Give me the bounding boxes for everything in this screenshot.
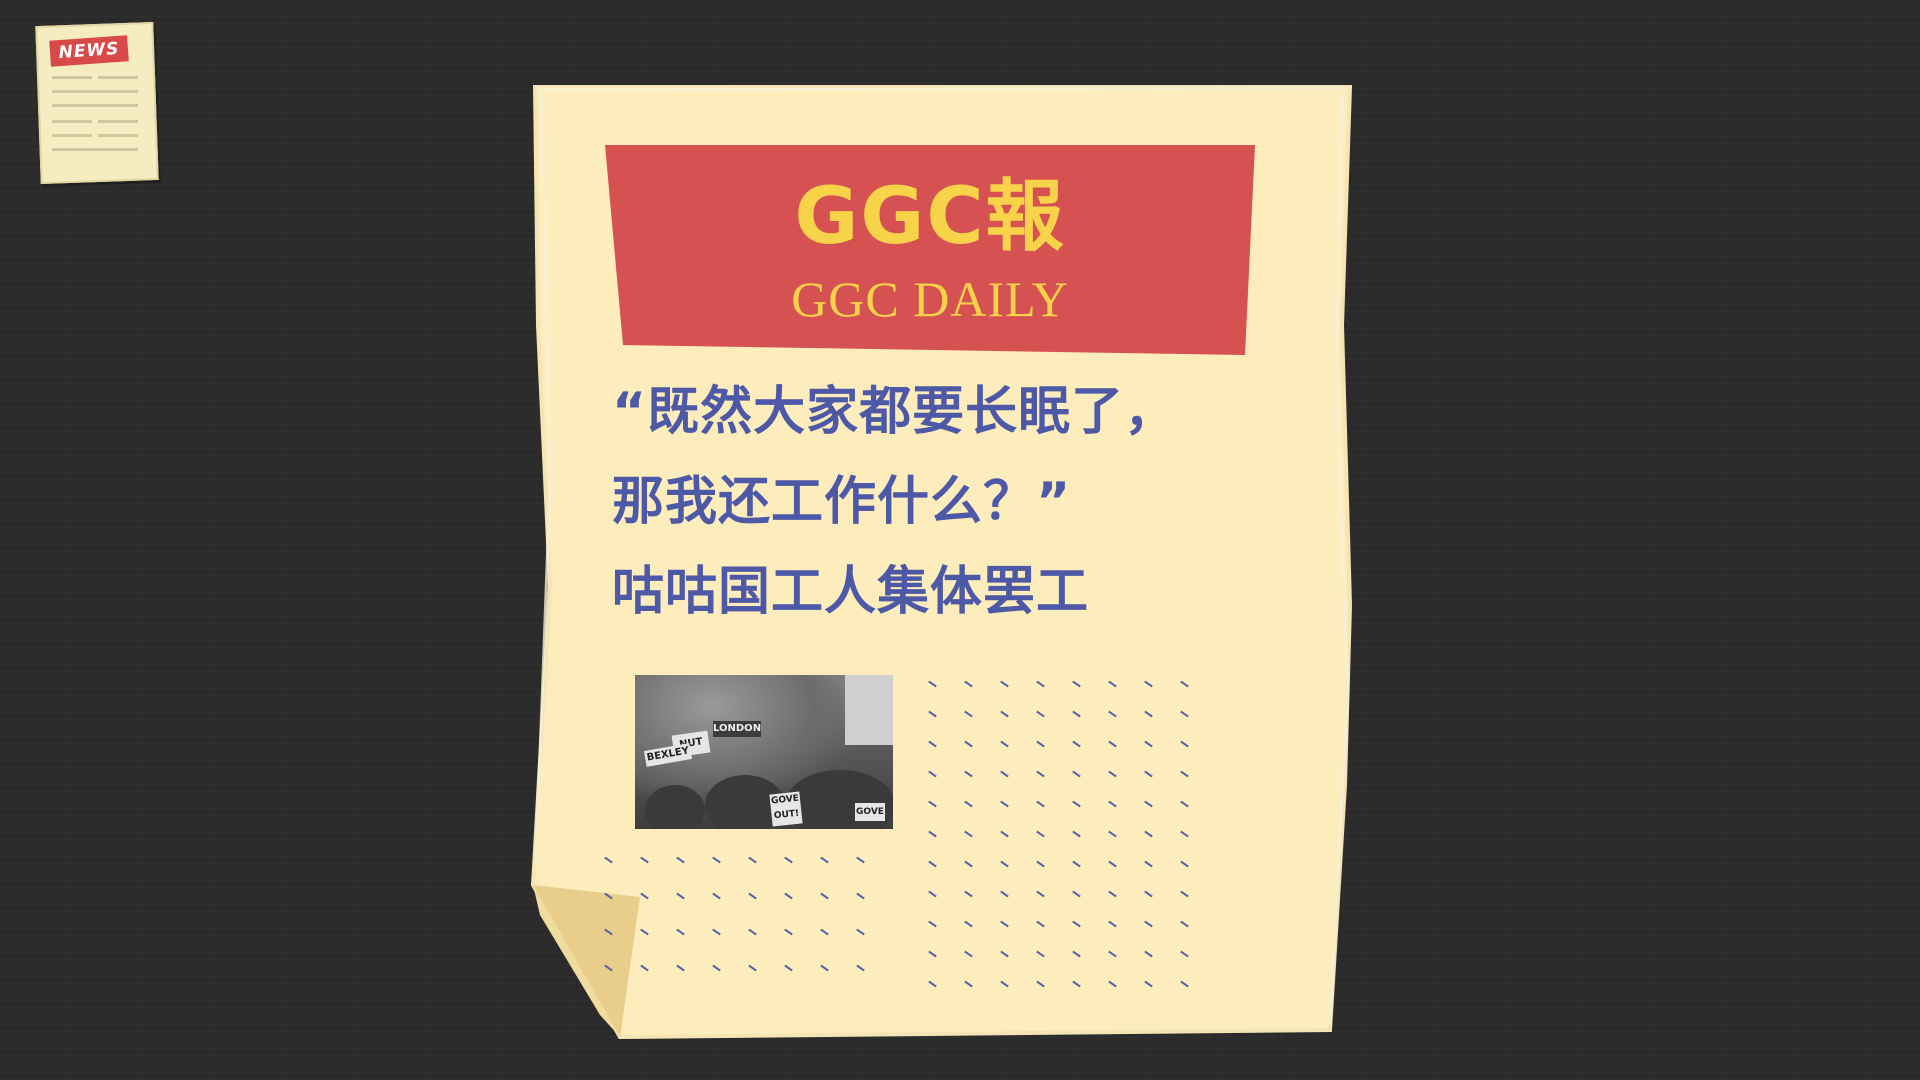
masthead-banner — [605, 145, 1255, 355]
headline-line-2: 那我还工作什么？” — [612, 472, 1072, 532]
photo-crowd — [645, 785, 705, 829]
masthead-title: GGC報 — [794, 172, 1066, 262]
news-line — [52, 134, 92, 137]
news-line — [52, 120, 92, 123]
news-tag: NEWS — [49, 35, 129, 67]
news-line — [52, 90, 138, 93]
news-line — [98, 134, 138, 137]
news-line — [52, 76, 92, 79]
news-icon: NEWS — [35, 21, 159, 185]
headline-line-1: “既然大家都要长眠了， — [612, 382, 1178, 442]
photo-sign: GOVE — [855, 803, 885, 821]
news-line — [52, 104, 138, 107]
protest-photo: NUT BEXLEY LONDON GOVE OUT! GOVE — [635, 675, 893, 829]
masthead: GGC報 GGC DAILY — [605, 145, 1255, 355]
headline-line-3: 咕咕国工人集体罢工 — [612, 562, 1090, 622]
newspaper-page: GGC報 GGC DAILY “既然大家都要长眠了， 那我还工作什么？” 咕咕国… — [530, 85, 1360, 1040]
photo-building — [845, 675, 893, 745]
photo-sign: BEXLEY — [643, 743, 693, 767]
news-line — [98, 76, 138, 79]
headline: “既然大家都要长眠了， 那我还工作什么？” 咕咕国工人集体罢工 — [612, 367, 1252, 637]
photo-sign: GOVE OUT! — [769, 791, 803, 827]
photo-sign: LONDON — [713, 721, 761, 737]
news-line — [98, 120, 138, 123]
news-line — [52, 148, 138, 151]
masthead-subtitle: GGC DAILY — [791, 271, 1069, 327]
